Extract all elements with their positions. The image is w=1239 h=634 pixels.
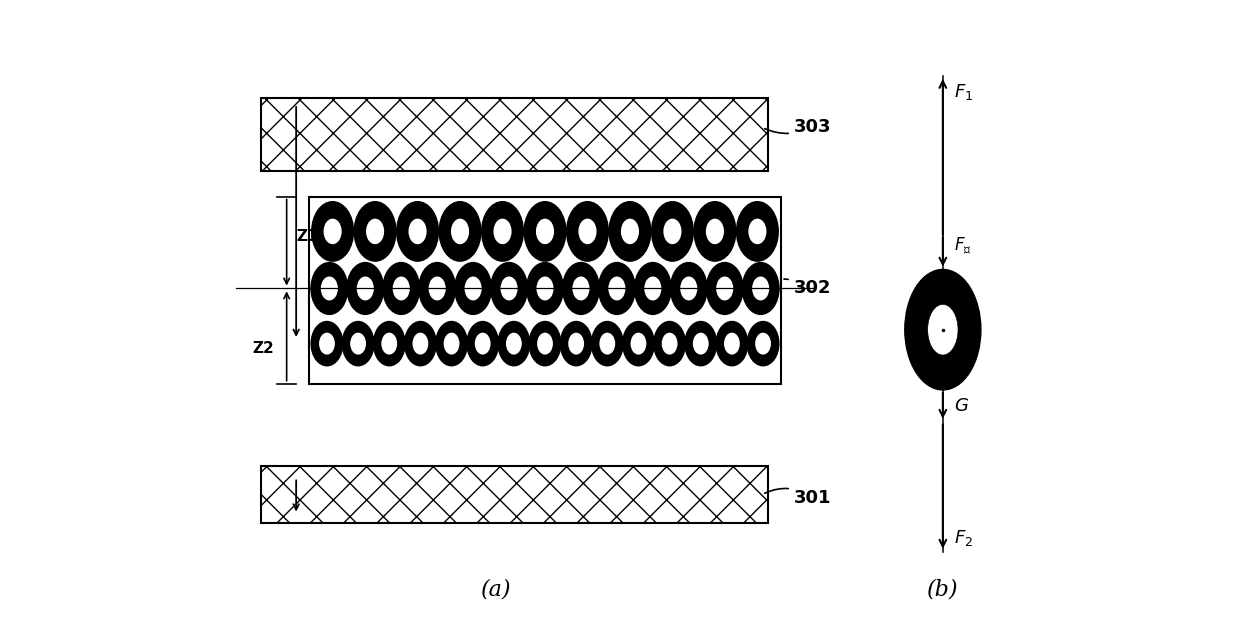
Ellipse shape xyxy=(529,321,561,366)
Ellipse shape xyxy=(429,276,446,301)
Ellipse shape xyxy=(653,321,686,366)
Text: 301: 301 xyxy=(764,488,831,507)
Ellipse shape xyxy=(928,304,958,355)
Ellipse shape xyxy=(318,333,335,354)
Text: Z2: Z2 xyxy=(253,341,274,356)
Ellipse shape xyxy=(396,201,439,262)
Ellipse shape xyxy=(650,201,694,262)
Ellipse shape xyxy=(747,321,779,366)
Ellipse shape xyxy=(644,276,662,301)
Ellipse shape xyxy=(715,321,748,366)
Ellipse shape xyxy=(634,262,672,315)
Text: 303: 303 xyxy=(764,118,831,136)
Ellipse shape xyxy=(323,219,342,244)
Ellipse shape xyxy=(579,219,596,244)
Ellipse shape xyxy=(684,321,717,366)
Ellipse shape xyxy=(670,262,707,315)
Ellipse shape xyxy=(481,201,524,262)
Ellipse shape xyxy=(563,262,600,315)
Ellipse shape xyxy=(404,321,437,366)
Ellipse shape xyxy=(311,201,354,262)
Ellipse shape xyxy=(694,201,736,262)
Ellipse shape xyxy=(591,321,623,366)
Text: 302: 302 xyxy=(784,279,831,297)
Bar xyxy=(261,466,768,523)
Ellipse shape xyxy=(351,333,366,354)
Text: Z1: Z1 xyxy=(296,229,317,243)
Ellipse shape xyxy=(569,333,584,354)
Ellipse shape xyxy=(466,321,499,366)
Ellipse shape xyxy=(439,201,482,262)
Ellipse shape xyxy=(560,321,592,366)
Ellipse shape xyxy=(465,276,482,301)
Ellipse shape xyxy=(755,333,771,354)
Ellipse shape xyxy=(523,201,566,262)
Ellipse shape xyxy=(752,276,769,301)
Text: (a): (a) xyxy=(481,579,512,600)
Ellipse shape xyxy=(631,333,647,354)
Ellipse shape xyxy=(382,262,420,315)
Ellipse shape xyxy=(600,333,616,354)
Ellipse shape xyxy=(393,276,410,301)
Ellipse shape xyxy=(475,333,491,354)
Ellipse shape xyxy=(373,321,405,366)
Ellipse shape xyxy=(497,321,530,366)
Ellipse shape xyxy=(622,321,655,366)
Ellipse shape xyxy=(663,219,681,244)
Ellipse shape xyxy=(724,333,740,354)
Ellipse shape xyxy=(621,219,639,244)
Bar xyxy=(309,197,781,384)
Ellipse shape xyxy=(310,262,348,315)
Ellipse shape xyxy=(572,276,590,301)
Ellipse shape xyxy=(491,262,528,315)
Ellipse shape xyxy=(455,262,492,315)
Ellipse shape xyxy=(680,276,698,301)
Ellipse shape xyxy=(706,262,743,315)
Ellipse shape xyxy=(501,276,518,301)
Ellipse shape xyxy=(536,219,554,244)
Bar xyxy=(261,98,768,171)
Text: (b): (b) xyxy=(927,579,959,600)
Ellipse shape xyxy=(716,276,733,301)
Ellipse shape xyxy=(321,276,338,301)
Ellipse shape xyxy=(536,276,554,301)
Ellipse shape xyxy=(451,219,470,244)
Ellipse shape xyxy=(342,321,374,366)
Ellipse shape xyxy=(409,219,426,244)
Ellipse shape xyxy=(566,201,610,262)
Ellipse shape xyxy=(904,269,981,390)
Ellipse shape xyxy=(536,333,553,354)
Text: $F_{浮}$: $F_{浮}$ xyxy=(954,235,971,256)
Ellipse shape xyxy=(748,219,767,244)
Ellipse shape xyxy=(736,201,779,262)
Ellipse shape xyxy=(608,201,652,262)
Ellipse shape xyxy=(413,333,429,354)
Ellipse shape xyxy=(706,219,724,244)
Ellipse shape xyxy=(435,321,468,366)
Ellipse shape xyxy=(598,262,636,315)
Ellipse shape xyxy=(527,262,564,315)
Ellipse shape xyxy=(693,333,709,354)
Ellipse shape xyxy=(608,276,626,301)
Ellipse shape xyxy=(444,333,460,354)
Text: $F_1$: $F_1$ xyxy=(954,82,974,103)
Ellipse shape xyxy=(311,321,343,366)
Ellipse shape xyxy=(662,333,678,354)
Ellipse shape xyxy=(346,262,384,315)
Ellipse shape xyxy=(418,262,456,315)
Ellipse shape xyxy=(493,219,512,244)
Ellipse shape xyxy=(382,333,398,354)
Text: $F_2$: $F_2$ xyxy=(954,528,974,548)
Ellipse shape xyxy=(353,201,396,262)
Ellipse shape xyxy=(742,262,779,315)
Text: $G$: $G$ xyxy=(954,397,969,415)
Ellipse shape xyxy=(506,333,522,354)
Ellipse shape xyxy=(357,276,374,301)
Ellipse shape xyxy=(366,219,384,244)
